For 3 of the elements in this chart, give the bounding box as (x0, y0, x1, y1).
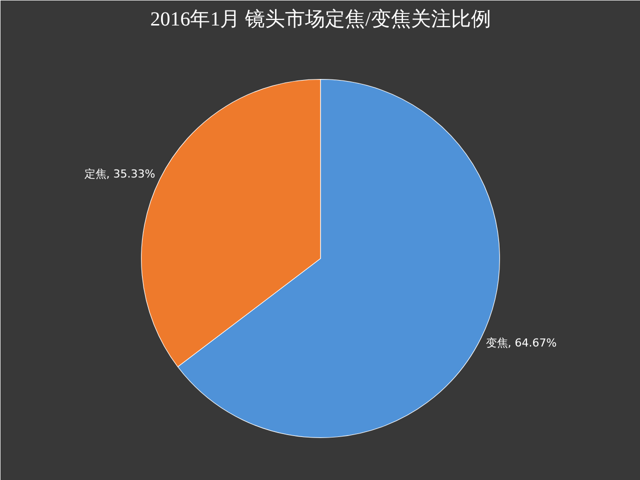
slice-label: 定焦, 35.33% (84, 167, 156, 180)
chart-title: 2016年1月 镜头市场定焦/变焦关注比例 (150, 8, 491, 30)
slice-label: 变焦, 64.67% (486, 336, 557, 350)
